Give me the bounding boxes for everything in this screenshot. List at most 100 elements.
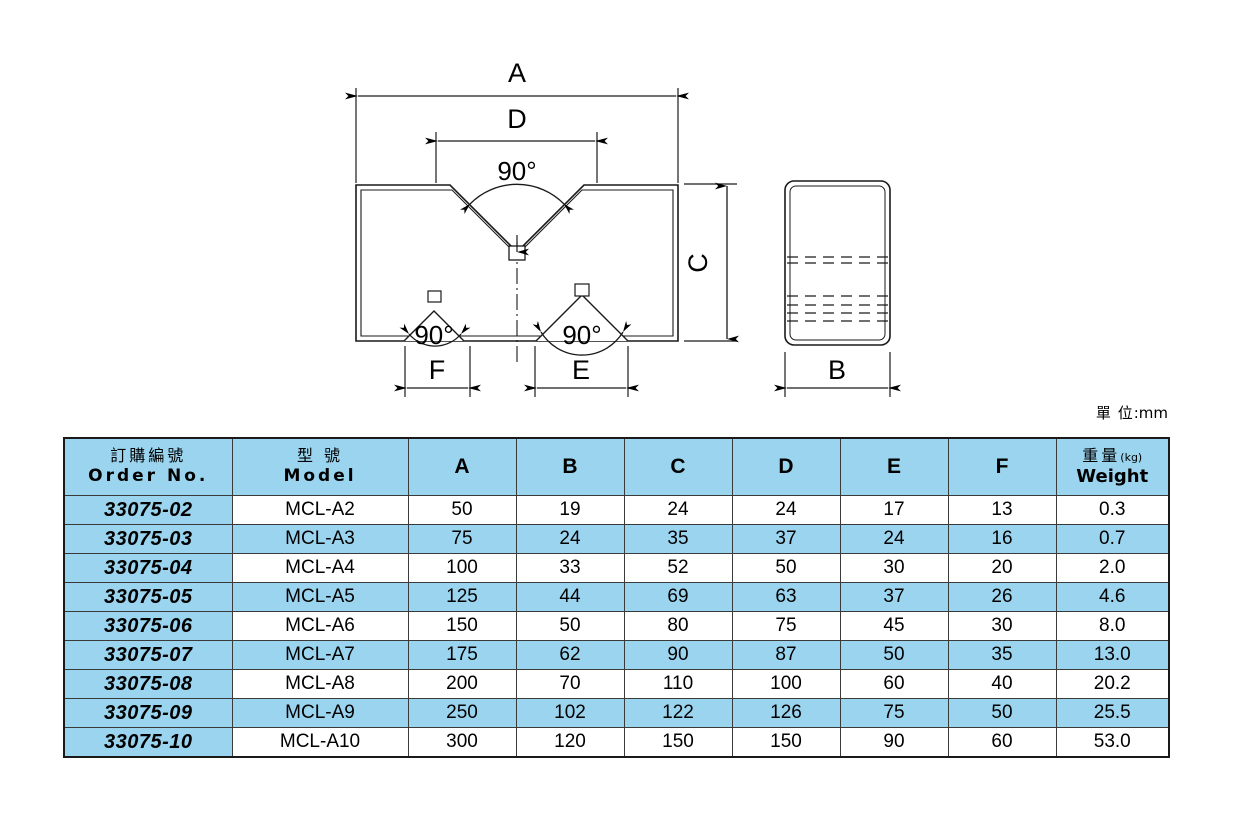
cell-e: 30 <box>839 553 949 583</box>
vblock-technical-drawing: A D 90° 90° 90° C F E B <box>345 58 901 397</box>
cell-b: 102 <box>515 698 625 728</box>
table-row: 33075-05 MCL-A5 125 44 69 63 37 26 4.6 <box>63 582 1170 612</box>
cell-order-no: 33075-08 <box>63 669 233 699</box>
cell-model: MCL-A2 <box>231 495 409 525</box>
header-dim-c: C <box>623 437 733 496</box>
dimension-F <box>394 346 481 397</box>
cell-c: 90 <box>623 640 733 670</box>
unit-note: 單 位:mm <box>1096 406 1168 421</box>
header-dim-f: F <box>947 437 1057 496</box>
cell-e: 75 <box>839 698 949 728</box>
cell-e: 24 <box>839 524 949 554</box>
cell-order-no: 33075-10 <box>63 727 233 758</box>
cell-weight: 2.0 <box>1055 553 1170 583</box>
cell-weight: 8.0 <box>1055 611 1170 641</box>
cell-b: 50 <box>515 611 625 641</box>
cell-d: 24 <box>731 495 841 525</box>
cell-order-no: 33075-03 <box>63 524 233 554</box>
table-row: 33075-10 MCL-A10 300 120 150 150 90 60 53.0 <box>63 727 1170 758</box>
unit-note-cjk: 單 位 <box>1095 404 1134 422</box>
header-order-no-en: Order No. <box>88 466 209 487</box>
dimension-B <box>774 352 901 397</box>
cell-f: 35 <box>947 640 1057 670</box>
cell-a: 75 <box>407 524 517 554</box>
dimension-E <box>524 346 639 397</box>
cell-e: 60 <box>839 669 949 699</box>
cell-c: 69 <box>623 582 733 612</box>
angle-dim-bottom-left <box>399 290 471 347</box>
cell-model: MCL-A10 <box>231 727 409 758</box>
cell-f: 20 <box>947 553 1057 583</box>
dim-label-B: B <box>828 355 846 385</box>
cell-f: 30 <box>947 611 1057 641</box>
cell-weight: 25.5 <box>1055 698 1170 728</box>
cell-d: 75 <box>731 611 841 641</box>
cell-d: 87 <box>731 640 841 670</box>
cell-b: 44 <box>515 582 625 612</box>
cell-d: 150 <box>731 727 841 758</box>
header-dim-b: B <box>515 437 625 496</box>
specification-table: 訂購編號 Order No. 型 號 Model A B C D E F 重量(… <box>63 437 1170 758</box>
cell-b: 120 <box>515 727 625 758</box>
dim-label-F: F <box>429 355 446 385</box>
cell-weight: 20.2 <box>1055 669 1170 699</box>
table-row: 33075-07 MCL-A7 175 62 90 87 50 35 13.0 <box>63 640 1170 670</box>
cell-model: MCL-A8 <box>231 669 409 699</box>
cell-model: MCL-A9 <box>231 698 409 728</box>
cell-c: 150 <box>623 727 733 758</box>
angle-label-bottom-left: 90° <box>414 320 453 350</box>
cell-f: 40 <box>947 669 1057 699</box>
table-row: 33075-04 MCL-A4 100 33 52 50 30 20 2.0 <box>63 553 1170 583</box>
cell-model: MCL-A3 <box>231 524 409 554</box>
cell-a: 200 <box>407 669 517 699</box>
dimension-D <box>425 132 608 183</box>
cell-order-no: 33075-02 <box>63 495 233 525</box>
cell-a: 125 <box>407 582 517 612</box>
angle-dim-top <box>460 183 574 261</box>
cell-weight: 0.7 <box>1055 524 1170 554</box>
cell-d: 126 <box>731 698 841 728</box>
cell-f: 60 <box>947 727 1057 758</box>
cell-order-no: 33075-06 <box>63 611 233 641</box>
cell-d: 63 <box>731 582 841 612</box>
dim-label-D: D <box>507 104 527 134</box>
cell-c: 35 <box>623 524 733 554</box>
cell-b: 33 <box>515 553 625 583</box>
cell-a: 175 <box>407 640 517 670</box>
vblock-side-view <box>784 180 891 346</box>
cell-a: 50 <box>407 495 517 525</box>
cell-model: MCL-A7 <box>231 640 409 670</box>
cell-a: 100 <box>407 553 517 583</box>
cell-order-no: 33075-05 <box>63 582 233 612</box>
table-row: 33075-09 MCL-A9 250 102 122 126 75 50 25.5 <box>63 698 1170 728</box>
header-weight-cjk-text: 重量 <box>1082 445 1121 465</box>
header-model-en: Model <box>283 466 357 487</box>
unit-note-sep: : <box>1133 404 1139 422</box>
header-weight: 重量(kg) Weight <box>1055 437 1170 496</box>
cell-d: 37 <box>731 524 841 554</box>
cell-d: 50 <box>731 553 841 583</box>
header-dim-d: D <box>731 437 841 496</box>
table-row: 33075-02 MCL-A2 50 19 24 24 17 13 0.3 <box>63 495 1170 525</box>
cell-weight: 13.0 <box>1055 640 1170 670</box>
cell-model: MCL-A4 <box>231 553 409 583</box>
cell-c: 52 <box>623 553 733 583</box>
cell-b: 70 <box>515 669 625 699</box>
header-weight-unit: (kg) <box>1120 450 1143 464</box>
cell-weight: 4.6 <box>1055 582 1170 612</box>
cell-e: 17 <box>839 495 949 525</box>
header-dim-a: A <box>407 437 517 496</box>
header-weight-en: Weight <box>1076 465 1149 487</box>
cell-e: 50 <box>839 640 949 670</box>
table-row: 33075-03 MCL-A3 75 24 35 37 24 16 0.7 <box>63 524 1170 554</box>
angle-dim-bottom-right <box>532 283 632 356</box>
header-dim-e: E <box>839 437 949 496</box>
cell-f: 13 <box>947 495 1057 525</box>
cell-a: 150 <box>407 611 517 641</box>
header-weight-cjk: 重量(kg) <box>1057 446 1169 466</box>
cell-a: 300 <box>407 727 517 758</box>
cell-b: 62 <box>515 640 625 670</box>
cell-f: 26 <box>947 582 1057 612</box>
cell-weight: 0.3 <box>1055 495 1170 525</box>
